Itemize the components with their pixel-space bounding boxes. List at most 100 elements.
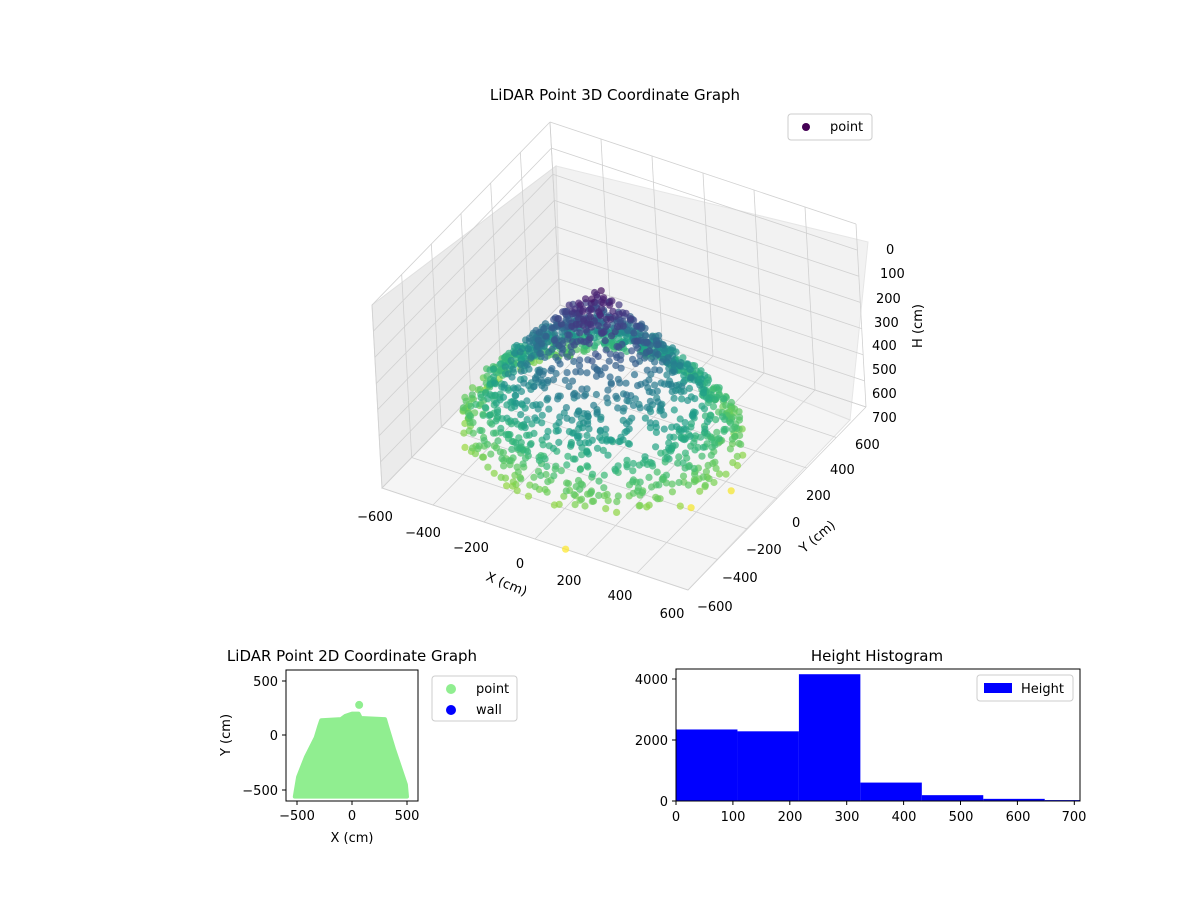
point-3d: [543, 433, 551, 441]
point-3d: [512, 399, 520, 407]
point-3d: [602, 505, 610, 513]
point-3d: [545, 405, 553, 413]
point-3d: [511, 391, 519, 399]
point-3d: [479, 453, 487, 461]
point-3d: [696, 487, 704, 495]
point-2d: [355, 700, 364, 709]
point-3d: [666, 433, 674, 441]
point-3d: [629, 401, 638, 409]
point-3d: [489, 429, 498, 437]
point-3d: [524, 447, 532, 456]
point-3d: [511, 417, 519, 425]
histogram-y-tick: 2000: [635, 734, 668, 749]
point-3d: [494, 437, 502, 445]
point-3d: [586, 334, 594, 342]
point-3d: [531, 414, 539, 422]
point-3d: [623, 391, 631, 399]
point-3d: [608, 332, 616, 340]
point-3d: [513, 341, 521, 350]
point-3d: [646, 397, 655, 405]
point-3d: [558, 349, 566, 357]
point-3d: [696, 381, 704, 389]
point-3d: [676, 362, 684, 370]
point-3d: [676, 502, 684, 510]
point-3d: [668, 423, 676, 431]
point-3d: [557, 467, 565, 475]
point-3d: [521, 404, 529, 412]
point-3d: [663, 371, 671, 379]
point-3d: [629, 478, 637, 486]
point-3d: [570, 341, 579, 349]
point-3d: [578, 385, 586, 393]
point-3d: [476, 426, 484, 434]
point-3d: [722, 470, 730, 478]
point-3d: [486, 411, 494, 419]
point-3d: [727, 398, 736, 407]
point-3d: [691, 446, 699, 454]
point-3d: [563, 461, 571, 469]
point-3d: [699, 389, 707, 397]
point-3d: [587, 488, 595, 496]
point-3d: [483, 440, 491, 448]
point-3d: [554, 395, 562, 403]
point-3d: [654, 495, 662, 503]
point-3d: [537, 471, 545, 480]
point-3d: [658, 475, 666, 483]
histogram-y-tick: 0: [660, 795, 668, 810]
point-3d: [658, 358, 666, 366]
point-3d: [670, 360, 678, 369]
point-3d: [514, 468, 522, 476]
y-tick-2d: 0: [270, 729, 278, 744]
point-3d: [519, 460, 527, 468]
y-tick-3d: −400: [722, 571, 758, 586]
point-3d: [542, 470, 550, 479]
grid-line-3d: [378, 252, 558, 436]
histogram-bar: [798, 674, 861, 801]
point-3d: [643, 403, 651, 411]
point-3d: [548, 345, 556, 353]
point-3d: [636, 478, 644, 486]
grid-line-3d: [460, 213, 472, 397]
point-3d: [583, 385, 591, 393]
point-3d: [578, 451, 586, 459]
grid-line-3d: [702, 172, 714, 357]
point-3d: [697, 367, 705, 375]
z-tick-3d: 300: [874, 316, 899, 331]
point-3d: [710, 478, 718, 487]
point-3d: [543, 488, 551, 496]
point-3d: [467, 402, 475, 410]
point-3d: [643, 366, 651, 374]
point-3d: [642, 348, 651, 356]
x-ticks-3d: −600 −400 −200 0 200 400 600: [357, 510, 684, 622]
point-3d: [505, 457, 514, 465]
point-3d: [643, 503, 651, 511]
point-3d: [684, 360, 692, 368]
point-3d: [678, 382, 686, 390]
point-3d: [581, 502, 589, 510]
point-3d: [713, 428, 721, 436]
point-3d: [583, 448, 591, 456]
point-3d: [591, 350, 600, 358]
point-3d: [739, 451, 747, 459]
point-3d: [560, 492, 568, 500]
chart-2d-title: LiDAR Point 2D Coordinate Graph: [227, 647, 477, 665]
point-3d: [630, 371, 639, 379]
point-3d: [469, 429, 477, 437]
point-3d: [614, 492, 622, 500]
grid-line-3d: [555, 226, 862, 329]
legend-3d: point: [787, 113, 873, 141]
point-3d: [733, 452, 741, 460]
point-3d: [571, 455, 579, 463]
point-3d: [568, 348, 576, 356]
point-3d: [576, 301, 585, 309]
point-3d: [579, 424, 587, 432]
point-3d: [606, 436, 615, 444]
point-3d: [601, 337, 609, 345]
point-3d: [699, 473, 707, 481]
point-3d: [614, 404, 622, 412]
point-3d: [635, 461, 644, 469]
x-tick-3d: 400: [608, 589, 633, 604]
chart-3d-title: LiDAR Point 3D Coordinate Graph: [490, 86, 740, 104]
point-3d: [600, 484, 608, 492]
histogram-y-tick: 4000: [635, 673, 668, 688]
